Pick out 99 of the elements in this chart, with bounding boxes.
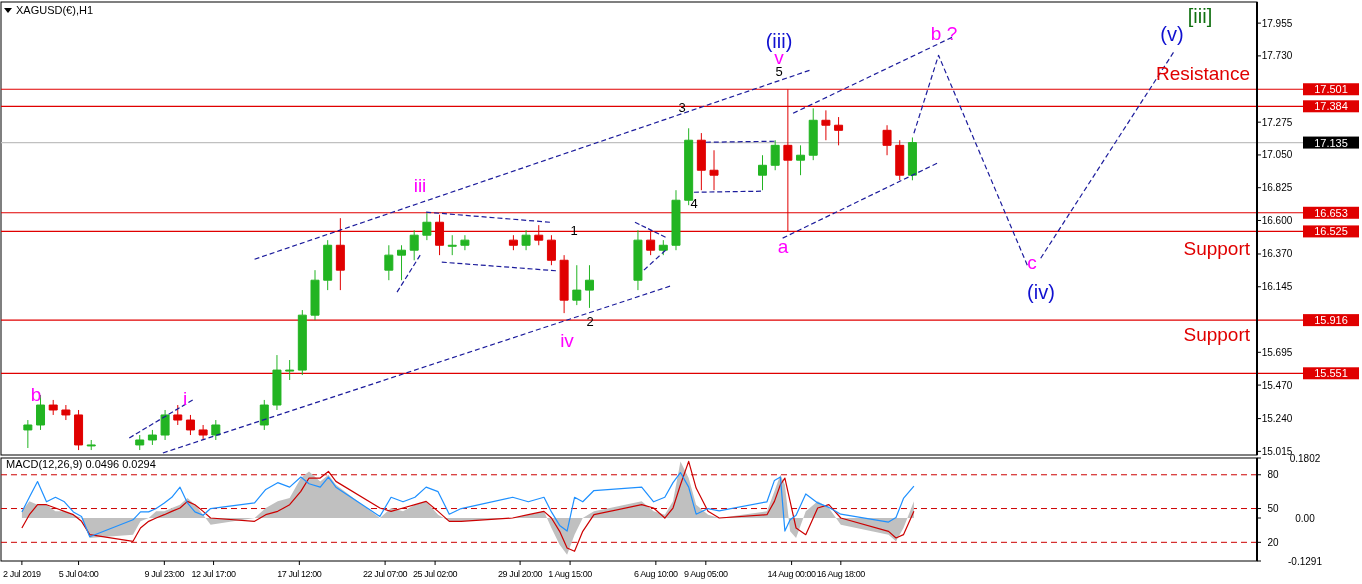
candlestick: [198, 424, 208, 441]
annotation: b ?: [930, 22, 958, 44]
candlestick: [61, 404, 71, 421]
candlestick: [211, 419, 221, 441]
candlestick: [160, 409, 170, 441]
y-tick-label: 0.00: [1295, 512, 1316, 524]
candlestick: [135, 434, 145, 451]
annotation: (iii): [765, 30, 793, 52]
chart-title: MACD(12,26,9) 0.0496 0.0294: [6, 458, 156, 470]
candlestick: [147, 429, 157, 446]
annotation: 4: [690, 195, 698, 211]
ref-line-label: 17.135: [1314, 136, 1348, 149]
x-tick-label: 25 Jul 02:00: [412, 569, 458, 579]
candlestick: [559, 254, 569, 314]
candlestick: [796, 144, 806, 176]
candlestick: [907, 136, 917, 181]
candlestick: [409, 229, 419, 261]
y-tick-label: 15.240: [1261, 413, 1293, 425]
candlestick: [384, 244, 394, 281]
y-tick-label: 17.955: [1261, 17, 1293, 29]
annotation: iii: [413, 174, 427, 196]
ref-line-label: 15.916: [1314, 314, 1348, 327]
annotation: (iv): [1027, 281, 1055, 303]
y-tick-label: 17.730: [1261, 50, 1293, 62]
candlestick: [272, 354, 282, 411]
line-series: [21, 471, 915, 538]
annotation: i: [182, 387, 188, 409]
candlestick: [323, 239, 333, 291]
candlestick: [74, 409, 84, 451]
annotation: [iii]: [1187, 5, 1213, 27]
y2-tick-label: 50: [1267, 503, 1279, 515]
annotation: b: [30, 383, 42, 405]
x-tick-label: 5 Jul 04:00: [58, 569, 99, 579]
y-tick-label: 16.600: [1261, 214, 1293, 226]
candlestick: [770, 139, 780, 171]
x-tick-label: 17 Jul 12:00: [277, 569, 322, 579]
candlestick: [297, 309, 307, 376]
candlestick: [572, 264, 582, 306]
y-tick-label: 15.695: [1261, 346, 1293, 358]
candlestick: [508, 234, 518, 251]
y-tick-label: 16.145: [1261, 281, 1293, 293]
x-tick-label: 9 Aug 05:00: [683, 569, 729, 579]
x-tick-label: 22 Jul 07:00: [362, 569, 408, 579]
candlestick: [882, 124, 892, 156]
y2-tick-label: 20: [1267, 536, 1279, 548]
candlestick: [758, 154, 768, 191]
y-tick-label: 17.275: [1261, 116, 1293, 128]
y-tick-label: 17.050: [1261, 149, 1293, 161]
candlestick: [808, 107, 818, 161]
x-tick-label: 16 Aug 18:00: [816, 569, 866, 579]
candlestick: [696, 132, 706, 191]
x-tick-label: 9 Jul 23:00: [144, 569, 185, 579]
annotation: iv: [560, 329, 575, 351]
candlestick: [821, 109, 831, 141]
candlestick: [546, 234, 556, 266]
annotation: Resistance: [1156, 62, 1250, 84]
candlestick: [86, 439, 96, 451]
x-tick-label: 1 Aug 15:00: [548, 569, 593, 579]
y-tick-label: 16.370: [1261, 248, 1293, 260]
candlestick: [521, 229, 531, 251]
y-tick-label: 15.470: [1261, 379, 1293, 391]
candlestick: [422, 212, 432, 241]
ref-line-label: 17.384: [1314, 100, 1348, 113]
candlestick: [709, 149, 719, 191]
annotation: Support: [1183, 323, 1251, 345]
candlestick: [460, 234, 470, 251]
candlestick: [584, 264, 594, 309]
candlestick: [397, 244, 407, 281]
chart-title: XAGUSD(€),H1: [16, 4, 94, 16]
y-tick-label: 16.825: [1261, 182, 1293, 194]
y2-tick-label: 80: [1267, 469, 1279, 481]
annotation: 5: [775, 63, 783, 79]
x-tick-label: 29 Jul 20:00: [497, 569, 543, 579]
candlestick: [48, 399, 58, 416]
candlestick: [633, 229, 643, 291]
ref-line-label: 15.551: [1314, 367, 1348, 380]
annotation: Support: [1183, 237, 1251, 259]
x-tick-label: 6 Aug 10:00: [634, 569, 679, 579]
candlestick: [834, 116, 844, 146]
candlestick: [285, 359, 295, 381]
candlestick: [173, 404, 183, 426]
ref-line-label: 17.501: [1314, 83, 1348, 96]
candlestick: [895, 139, 905, 181]
candlestick: [259, 399, 269, 431]
y-tick-label: -0.1291: [1288, 555, 1323, 567]
candlestick: [671, 189, 681, 251]
x-tick-label: 2 Jul 2019: [3, 569, 42, 579]
annotation: a: [777, 235, 789, 257]
candlestick: [310, 269, 320, 321]
ref-line-label: 16.653: [1314, 206, 1348, 219]
x-tick-label: 14 Aug 00:00: [767, 569, 817, 579]
candlestick: [185, 414, 195, 436]
candlestick: [658, 239, 668, 256]
x-tick-label: 12 Jul 17:00: [191, 569, 237, 579]
candlestick: [447, 234, 457, 256]
annotation: c: [1027, 251, 1037, 273]
candlestick: [23, 419, 33, 449]
ref-line-label: 16.525: [1314, 225, 1348, 238]
annotation: (v): [1160, 23, 1184, 45]
